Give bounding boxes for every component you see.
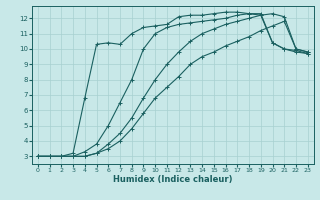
X-axis label: Humidex (Indice chaleur): Humidex (Indice chaleur) [113,175,233,184]
